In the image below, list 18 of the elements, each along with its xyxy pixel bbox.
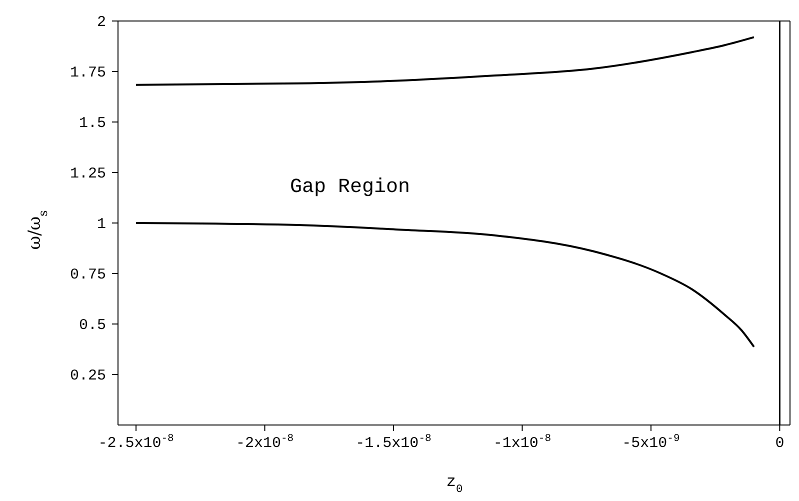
line-series <box>135 36 755 86</box>
x-tick-label: -1.5x10$^{-8}$ <box>356 433 432 452</box>
y-tick-label: 0.75 <box>70 266 106 284</box>
x-tick-label: 0 <box>775 435 784 452</box>
x-tick-label: -5x10$^{-9}$ <box>622 433 680 452</box>
line-series <box>135 222 755 348</box>
y-tick-label: 0.25 <box>70 368 106 384</box>
x-tick-label: -1x10$^{-8}$ <box>493 433 552 452</box>
y-tick-label: 1 <box>96 216 106 233</box>
x-axis-title: z$_{0}$ <box>446 473 463 496</box>
y-tick-label: 1.75 <box>70 64 106 82</box>
y-tick-label: 1.5 <box>78 115 106 132</box>
annotation: Gap Region <box>290 176 410 199</box>
y-tick-label: 1.25 <box>70 166 106 182</box>
y-tick-label: 2 <box>96 14 106 31</box>
y-tick-label: 0.5 <box>78 317 106 334</box>
x-tick-label: -2.5x10$^{-8}$ <box>98 433 174 452</box>
x-tick-label: -2x10$^{-8}$ <box>236 433 294 452</box>
